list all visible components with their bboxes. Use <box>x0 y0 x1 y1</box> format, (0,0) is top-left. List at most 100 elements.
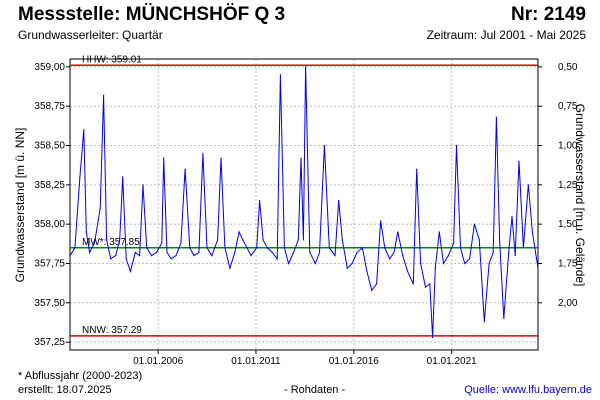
aquifer-label: Grundwasserleiter: Quartär <box>18 28 163 42</box>
y-right-tick-label: 0,75 <box>558 101 578 112</box>
data-point <box>366 270 368 272</box>
data-point <box>488 262 490 265</box>
data-point <box>361 247 364 249</box>
data-point <box>283 247 286 249</box>
page-title: Messstelle: MÜNCHSHÖF Q 3 <box>18 4 286 25</box>
data-point <box>503 317 505 320</box>
data-point <box>161 242 163 244</box>
y-right-tick-label: 1,50 <box>558 219 578 230</box>
data-point <box>105 239 108 241</box>
station-number: Nr: 2149 <box>511 4 586 25</box>
data-point <box>234 251 236 254</box>
data-point <box>402 255 404 257</box>
data-point <box>478 239 480 241</box>
data-point <box>464 262 466 265</box>
y-tick-label: 358,50 <box>34 141 65 152</box>
data-point <box>211 255 213 257</box>
data-point <box>328 247 330 249</box>
y-tick-label: 357,50 <box>34 298 65 309</box>
data-point <box>499 239 501 241</box>
data-point <box>202 152 204 154</box>
y-right-tick-label: 2,00 <box>558 298 578 309</box>
data-point <box>217 239 219 241</box>
data-point <box>138 255 141 257</box>
data-point <box>314 262 317 265</box>
y-right-tick-label: 0,50 <box>558 62 578 73</box>
data-point <box>93 242 96 244</box>
data-point <box>79 176 81 178</box>
data-point <box>431 336 434 339</box>
reference-label: MW*: 357.85 <box>82 237 140 248</box>
data-point <box>134 251 136 254</box>
data-point <box>375 283 378 285</box>
period-label: Zeitraum: Jul 2001 - Mai 2025 <box>426 28 586 42</box>
data-point <box>473 223 476 225</box>
data-point <box>238 231 240 233</box>
data-point <box>424 286 427 288</box>
y-right-tick-label: 1,00 <box>558 141 578 152</box>
data-point <box>69 255 71 257</box>
data-point <box>393 251 395 254</box>
data-point <box>318 251 321 254</box>
data-point <box>262 239 264 241</box>
x-tick-label: 01.01.2006 <box>133 356 183 367</box>
data-point <box>170 258 172 260</box>
data-point <box>99 207 101 210</box>
y-right-tick-label: 1,25 <box>558 180 578 191</box>
data-point <box>323 144 325 147</box>
data-point <box>259 199 261 202</box>
series-points <box>69 66 539 339</box>
y-tick-label: 359,00 <box>34 62 65 73</box>
created-date: erstellt: 18.07.2025 <box>18 384 112 396</box>
data-point <box>518 160 520 162</box>
data-point <box>338 199 340 202</box>
data-point <box>83 129 85 131</box>
data-point <box>189 247 191 249</box>
data-point <box>452 242 455 244</box>
data-point <box>434 267 436 269</box>
data-point <box>102 94 105 96</box>
data-point <box>406 270 409 272</box>
data-point <box>438 231 440 233</box>
data-point <box>206 247 208 249</box>
data-point <box>220 157 222 159</box>
rawdata-label: - Rohdaten - <box>284 384 346 396</box>
data-point <box>242 239 244 241</box>
data-point <box>266 247 268 249</box>
data-point <box>85 231 87 233</box>
y-axis-label-right: Grundwasserstand [m u. Gelände] <box>573 104 587 287</box>
data-point <box>271 251 273 254</box>
data-point <box>455 144 458 147</box>
y-tick-labels: 357,25 357,50 357,75 358,00 358,25 358,50 358,… <box>34 62 65 348</box>
reference-label: HHW: 359.01 <box>82 54 142 65</box>
x-tick-label: 01.01.2021 <box>427 356 477 367</box>
data-point <box>384 247 386 249</box>
data-point <box>119 239 121 241</box>
data-point <box>511 215 513 217</box>
data-point <box>142 184 144 186</box>
data-point <box>122 176 124 178</box>
series-line <box>69 66 539 338</box>
data-point <box>155 251 158 254</box>
data-point <box>412 283 414 285</box>
y-right-tick-label: 1,75 <box>558 258 578 269</box>
y-tick-labels-right: 0,50 0,75 1,00 1,25 1,50 1,75 2,00 <box>538 62 578 309</box>
data-point <box>429 283 431 285</box>
x-tick-label: 01.01.2011 <box>231 356 281 367</box>
data-point <box>492 251 494 254</box>
data-point <box>297 239 299 241</box>
source-link[interactable]: Quelle: www.lfu.bayern.de <box>464 384 592 396</box>
x-tick-label: 01.01.2016 <box>329 356 379 367</box>
reference-label: NNW: 357.29 <box>82 325 142 336</box>
data-point <box>246 247 248 249</box>
data-point <box>250 255 252 257</box>
data-point <box>334 255 336 257</box>
data-point <box>276 258 278 260</box>
data-point <box>198 251 200 254</box>
data-point <box>346 267 348 269</box>
data-point <box>150 255 153 257</box>
data-point <box>397 231 399 233</box>
data-point <box>146 247 148 249</box>
data-point <box>110 258 112 260</box>
